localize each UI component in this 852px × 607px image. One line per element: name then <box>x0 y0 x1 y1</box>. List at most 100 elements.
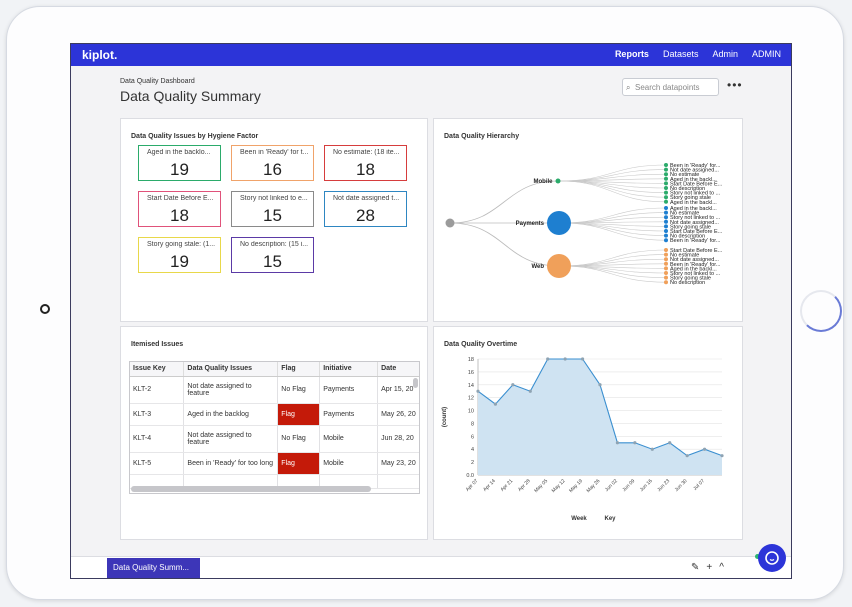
x-axis-label: Week <box>571 516 587 522</box>
table-row[interactable]: KLT-2 Not date assigned to feature No Flag… <box>130 376 419 404</box>
issue-key-cell: KLT-4 <box>130 425 185 453</box>
tab-data-quality-summary[interactable]: Data Quality Summ... <box>107 558 200 578</box>
x-tick-label: May 26 <box>586 478 602 494</box>
leaf-label: Not date assigned... <box>670 257 719 263</box>
leaf-node <box>664 233 668 238</box>
tree-link <box>449 180 559 224</box>
data-point <box>528 389 532 393</box>
more-options-icon[interactable]: ••• <box>727 78 743 92</box>
y-tick-label: 8 <box>471 421 474 427</box>
tree-link <box>557 178 667 182</box>
search-input[interactable]: ⌕ Search datapoints <box>622 78 719 96</box>
empty-cell <box>377 474 419 489</box>
overtime-chart-card: Data Quality Overtime 0.0 2 4 6 8 10 12 14 16 18 A… <box>433 326 743 540</box>
leaf-label: Aged in the backl... <box>670 206 717 212</box>
table-vertical-scrollbar[interactable] <box>413 378 418 388</box>
group-node <box>555 178 561 184</box>
col-flag[interactable]: Flag <box>277 362 321 377</box>
col-data-quality-issues[interactable]: Data Quality Issues <box>183 362 279 377</box>
metric-value: 15 <box>263 206 282 225</box>
metric-value: 16 <box>263 160 282 179</box>
date-cell: May 23, 20 <box>377 452 419 475</box>
col-initiative[interactable]: Initiative <box>319 362 379 377</box>
leaf-label: Aged in the backl... <box>670 266 717 272</box>
leaf-label: Story not linked to ... <box>670 215 721 221</box>
data-point <box>685 454 689 458</box>
add-icon[interactable]: + <box>706 562 713 573</box>
nav-admin[interactable]: Admin <box>712 49 738 59</box>
metric-tile[interactable]: Not date assigned t... 28 <box>324 191 407 227</box>
group-label: Web <box>531 264 544 270</box>
app-screen: kiplot. Reports Datasets Admin ADMIN Dat… <box>70 43 792 579</box>
metric-tile[interactable]: No description: (15 i... 15 <box>231 237 314 273</box>
kiplot-logo[interactable]: kiplot. <box>82 48 118 62</box>
initiative-cell: Mobile <box>319 425 379 453</box>
table-row[interactable]: KLT-5 Been in 'Ready' for too long Flag Mob… <box>130 452 419 475</box>
metric-tile[interactable]: Story going stale: (1... 19 <box>138 237 221 273</box>
hygiene-card-title: Data Quality Issues by Hygiene Factor <box>131 133 259 140</box>
leaf-label: No description <box>670 280 705 286</box>
leaf-node <box>664 224 668 229</box>
y-tick-label: 14 <box>468 383 474 389</box>
y-tick-label: 18 <box>468 357 474 363</box>
issue-key-cell: KLT-3 <box>130 403 185 426</box>
metric-value: 15 <box>263 252 282 271</box>
table-horizontal-scrollbar[interactable] <box>131 486 371 492</box>
edit-icon[interactable]: ✎ <box>691 562 700 573</box>
leaf-label: Been in 'Ready' for... <box>670 262 721 268</box>
y-tick-label: 10 <box>468 409 474 415</box>
metric-value: 18 <box>170 206 189 225</box>
y-tick-label: 16 <box>468 370 474 376</box>
leaf-label: Story going stale <box>670 224 711 230</box>
table-row[interactable]: KLT-4 Not date assigned to feature No Flag… <box>130 425 419 453</box>
data-point <box>633 441 637 445</box>
issues-card-title: Itemised Issues <box>131 341 184 348</box>
camera-icon <box>40 304 50 314</box>
issues-table-container[interactable]: Issue Key Data Quality Issues Flag Initi… <box>129 361 420 494</box>
col-issue-key[interactable]: Issue Key <box>130 362 185 377</box>
leaf-node <box>664 190 668 195</box>
metric-tile[interactable]: Story not linked to e... 15 <box>231 191 314 227</box>
leaf-label: No estimate <box>670 253 699 259</box>
leaf-label: Aged in the backl... <box>670 200 717 206</box>
page-subtitle: Data Quality Dashboard <box>120 78 195 85</box>
leaf-label: No description <box>670 186 705 192</box>
leaf-node <box>664 163 668 167</box>
home-button[interactable] <box>800 290 842 332</box>
metric-label: No estimate: (18 ite... <box>333 149 400 156</box>
x-tick-label: Jun 23 <box>656 478 671 493</box>
metric-value: 19 <box>170 252 189 271</box>
metric-tile[interactable]: No estimate: (18 ite... 18 <box>324 145 407 181</box>
metric-tile[interactable]: Aged in the backlo... 19 <box>138 145 221 181</box>
nav-reports[interactable]: Reports <box>614 49 649 59</box>
overtime-card-title: Data Quality Overtime <box>444 341 518 348</box>
tree-link <box>557 180 667 193</box>
page-title: Data Quality Summary <box>120 88 261 104</box>
metric-label: Not date assigned t... <box>333 195 400 202</box>
date-cell: May 26, 20 <box>377 403 419 426</box>
leaf-node <box>664 238 668 243</box>
leaf-node <box>664 172 668 177</box>
x-tick-label: Apr 07 <box>465 478 480 493</box>
collapse-icon[interactable]: ^ <box>719 562 724 573</box>
chat-icon <box>765 551 779 565</box>
group-node <box>547 211 571 235</box>
data-point <box>598 383 602 387</box>
metric-tile[interactable]: Start Date Before E... 18 <box>138 191 221 227</box>
x-tick-label: Jun 09 <box>621 478 636 493</box>
main-nav: Reports Datasets Admin ADMIN <box>615 49 781 59</box>
metric-label: Aged in the backlo... <box>147 149 211 156</box>
leaf-label: Start Date Before E... <box>670 248 723 254</box>
metric-tile[interactable]: Been in 'Ready' for t... 16 <box>231 145 314 181</box>
table-row[interactable] <box>130 474 419 489</box>
table-row[interactable]: KLT-3 Aged in the backlog Flag Payments May … <box>130 403 419 426</box>
leaf-label: Story not linked to ... <box>670 191 721 197</box>
leaf-label: Start Date Before E... <box>670 181 723 187</box>
nav-datasets[interactable]: Datasets <box>662 49 699 59</box>
nav-user-menu[interactable]: ADMIN <box>752 49 781 59</box>
leaf-label: Story going stale <box>670 276 711 282</box>
chat-button[interactable] <box>758 544 786 572</box>
overtime-area-chart[interactable]: 0.0 2 4 6 8 10 12 14 16 18 Apr 07 Apr 14 Apr 21 Apr 2… <box>434 349 742 539</box>
col-date[interactable]: Date <box>377 362 419 377</box>
